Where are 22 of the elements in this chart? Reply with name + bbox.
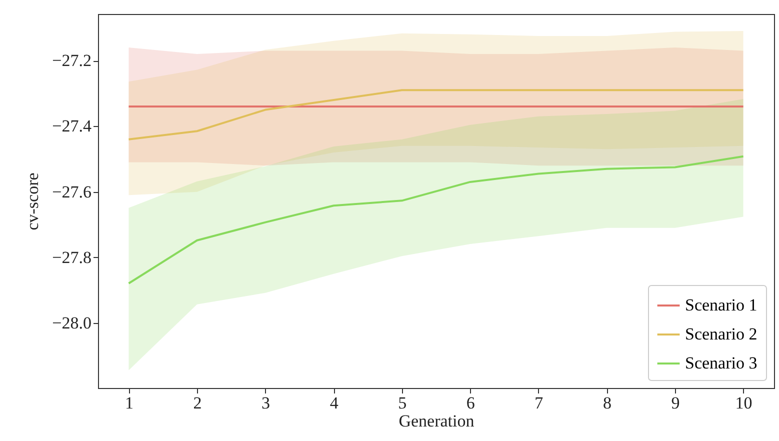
x-axis-title: Generation — [398, 412, 475, 430]
x-tick-label: 6 — [466, 394, 475, 412]
y-tick-label: −28.0 — [52, 314, 92, 333]
x-tick-label: 10 — [735, 394, 752, 412]
x-tick-label: 9 — [671, 394, 680, 412]
x-tick-label: 4 — [330, 394, 339, 412]
legend-label: Scenario 1 — [685, 296, 758, 314]
x-tick-label: 5 — [398, 394, 407, 412]
x-tick-label: 8 — [602, 394, 612, 412]
legend-label: Scenario 3 — [685, 354, 758, 372]
legend-label: Scenario 2 — [685, 324, 758, 344]
y-tick-label: −27.2 — [52, 51, 92, 70]
y-tick-label: −27.6 — [52, 182, 92, 202]
y-axis-title: cv-score — [23, 172, 42, 230]
x-tick-label: 1 — [124, 394, 134, 412]
x-tick-label: 3 — [262, 394, 270, 412]
x-tick-label: 2 — [193, 394, 202, 412]
line-series — [128, 89, 744, 140]
line-series — [128, 155, 744, 284]
y-tick-label: −27.4 — [52, 116, 92, 136]
y-tick-label: −27.8 — [52, 248, 92, 267]
x-tick-label: 7 — [534, 394, 544, 412]
